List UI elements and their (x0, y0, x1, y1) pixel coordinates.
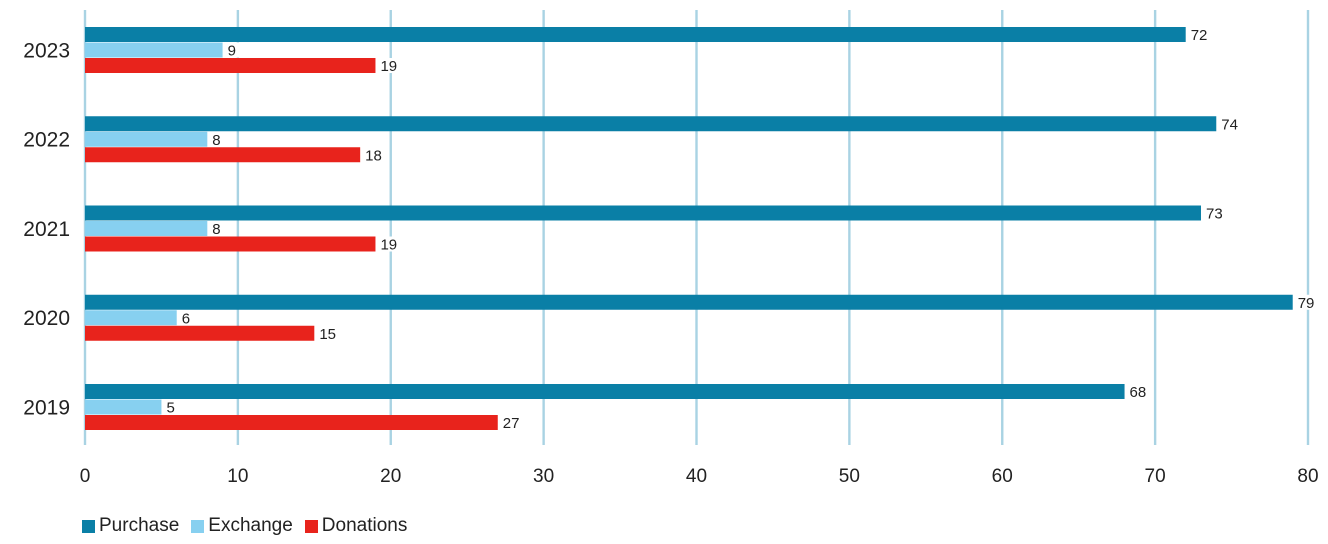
x-tick-label-70: 70 (1145, 466, 1166, 487)
data-label-donations-2019: 27 (503, 415, 520, 432)
data-label-bg-exchange-2021 (209, 221, 225, 236)
y-category-label-2022: 2022 (23, 129, 70, 152)
data-label-exchange-2020: 6 (182, 310, 190, 327)
legend-item-purchase: Purchase (82, 515, 179, 537)
bar-exchange-2019 (85, 399, 162, 415)
legend: Purchase Exchange Donations (82, 515, 419, 537)
legend-item-exchange: Exchange (191, 515, 293, 537)
data-label-bg-purchase-2019 (1126, 384, 1151, 399)
data-label-exchange-2023: 9 (228, 43, 236, 60)
legend-label-exchange: Exchange (208, 515, 293, 536)
data-label-donations-2021: 19 (380, 237, 397, 254)
x-tick-label-40: 40 (686, 466, 707, 487)
data-label-purchase-2022: 74 (1221, 116, 1238, 133)
data-label-bg-purchase-2022 (1218, 116, 1243, 132)
bar-exchange-2021 (85, 221, 208, 236)
data-label-bg-donations-2020 (316, 325, 341, 341)
data-label-bg-donations-2019 (499, 415, 524, 430)
data-label-bg-exchange-2022 (209, 131, 225, 147)
data-label-purchase-2023: 72 (1191, 27, 1208, 44)
data-label-donations-2022: 18 (365, 147, 382, 164)
bar-exchange-2022 (85, 131, 208, 147)
data-label-bg-donations-2021 (377, 236, 402, 252)
x-tick-label-0: 0 (80, 466, 91, 487)
bar-exchange-2020 (85, 310, 177, 326)
data-label-purchase-2021: 73 (1206, 206, 1223, 223)
bar-purchase-2020 (85, 294, 1293, 310)
bar-purchase-2022 (85, 116, 1217, 132)
data-label-bg-exchange-2019 (163, 399, 179, 415)
data-label-exchange-2019: 5 (166, 400, 174, 417)
data-label-donations-2020: 15 (319, 326, 336, 343)
bar-donations-2023 (85, 58, 376, 73)
data-label-bg-donations-2022 (362, 147, 387, 163)
x-tick-label-50: 50 (839, 466, 860, 487)
data-label-exchange-2022: 8 (212, 132, 220, 149)
legend-label-purchase: Purchase (99, 515, 180, 536)
legend-label-donations: Donations (321, 515, 408, 536)
bar-donations-2019 (85, 415, 498, 430)
data-label-exchange-2021: 8 (212, 221, 220, 238)
y-category-label-2021: 2021 (23, 218, 70, 241)
legend-swatch-donations (304, 519, 318, 533)
data-label-bg-exchange-2020 (178, 310, 194, 326)
bar-donations-2021 (85, 236, 376, 252)
data-label-purchase-2020: 79 (1298, 295, 1315, 312)
data-label-bg-exchange-2023 (224, 42, 240, 58)
bar-purchase-2021 (85, 205, 1201, 221)
legend-swatch-purchase (82, 519, 95, 533)
data-label-bg-purchase-2023 (1187, 27, 1212, 42)
x-tick-label-80: 80 (1297, 466, 1318, 487)
bar-donations-2022 (85, 147, 361, 163)
data-label-purchase-2019: 68 (1130, 384, 1147, 401)
data-label-bg-donations-2023 (377, 58, 402, 73)
x-tick-label-10: 10 (227, 466, 248, 487)
legend-item-donations: Donations (304, 515, 408, 537)
bar-exchange-2023 (85, 42, 223, 58)
y-category-label-2020: 2020 (23, 307, 70, 330)
data-label-bg-purchase-2021 (1202, 205, 1227, 221)
y-category-label-2019: 2019 (23, 396, 70, 419)
data-label-bg-purchase-2020 (1294, 294, 1319, 310)
bar-purchase-2023 (85, 27, 1186, 42)
legend-swatch-exchange (191, 519, 205, 533)
x-tick-label-20: 20 (380, 466, 401, 487)
x-tick-label-60: 60 (992, 466, 1013, 487)
x-tick-label-30: 30 (533, 466, 554, 487)
y-category-label-2023: 2023 (23, 39, 70, 62)
bar-purchase-2019 (85, 384, 1125, 399)
data-label-donations-2023: 19 (380, 58, 397, 75)
bar-donations-2020 (85, 325, 315, 341)
